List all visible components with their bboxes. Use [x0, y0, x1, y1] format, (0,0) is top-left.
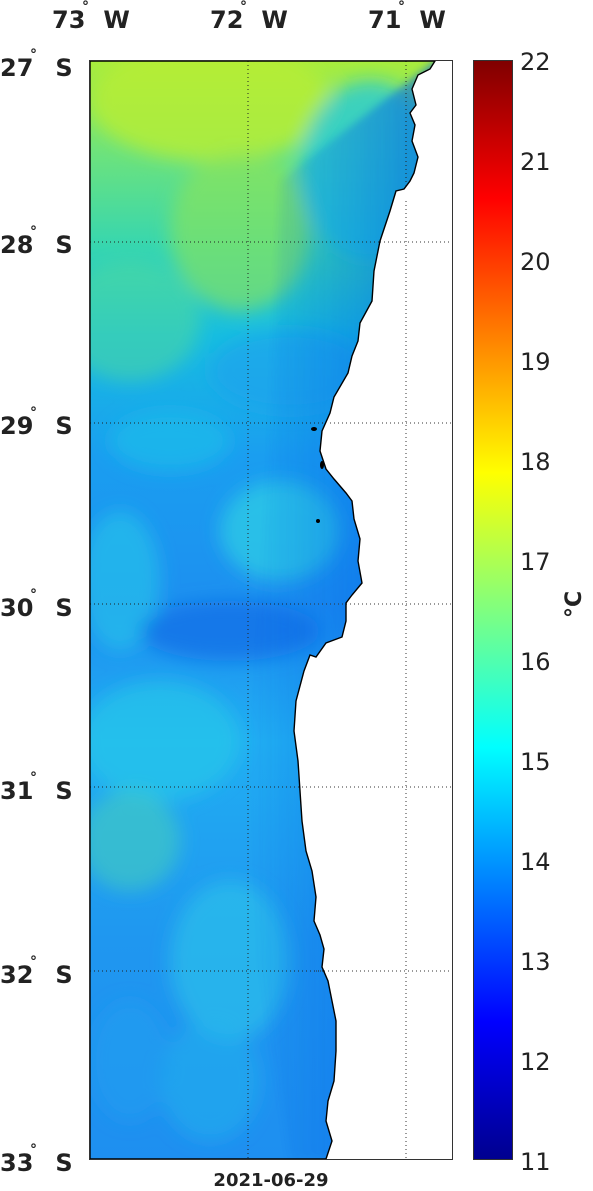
- sst-map-panel: [89, 60, 453, 1160]
- lon-label-72w: 72 ° W: [210, 0, 288, 34]
- colorbar-tick-12: 12: [520, 1048, 551, 1076]
- colorbar-tick-16: 16: [520, 648, 551, 676]
- colorbar-tick-21: 21: [520, 148, 551, 176]
- lon-label-73w: 73 ° W: [52, 0, 130, 34]
- colorbar-tick-11: 11: [520, 1148, 551, 1176]
- sst-map: [90, 61, 452, 1159]
- colorbar-tick-15: 15: [520, 748, 551, 776]
- islands: [311, 427, 324, 523]
- colorbar-tick-18: 18: [520, 448, 551, 476]
- map-date-label: 2021-06-29: [213, 1170, 329, 1191]
- lat-label-29s: 29 ° S: [0, 405, 73, 440]
- colorbar-gradient: [474, 61, 512, 1159]
- colorbar-tick-22: 22: [520, 48, 551, 76]
- colorbar-tick-14: 14: [520, 848, 551, 876]
- lat-label-33s: 33 ° S: [0, 1142, 73, 1177]
- sst-field: [90, 61, 435, 1159]
- lat-label-31s: 31 ° S: [0, 770, 73, 805]
- colorbar-tick-17: 17: [520, 548, 551, 576]
- colorbar-tick-13: 13: [520, 948, 551, 976]
- lat-label-30s: 30 ° S: [0, 587, 73, 622]
- colorbar-unit-label: °C: [562, 590, 587, 618]
- colorbar: [473, 60, 513, 1160]
- lat-label-27s: 27 ° S: [0, 47, 73, 82]
- colorbar-tick-19: 19: [520, 348, 551, 376]
- lat-label-32s: 32 ° S: [0, 954, 73, 989]
- lat-label-28s: 28 ° S: [0, 224, 73, 259]
- lon-label-71w: 71 ° W: [368, 0, 446, 34]
- colorbar-tick-20: 20: [520, 248, 551, 276]
- graticule-land: [302, 201, 452, 1159]
